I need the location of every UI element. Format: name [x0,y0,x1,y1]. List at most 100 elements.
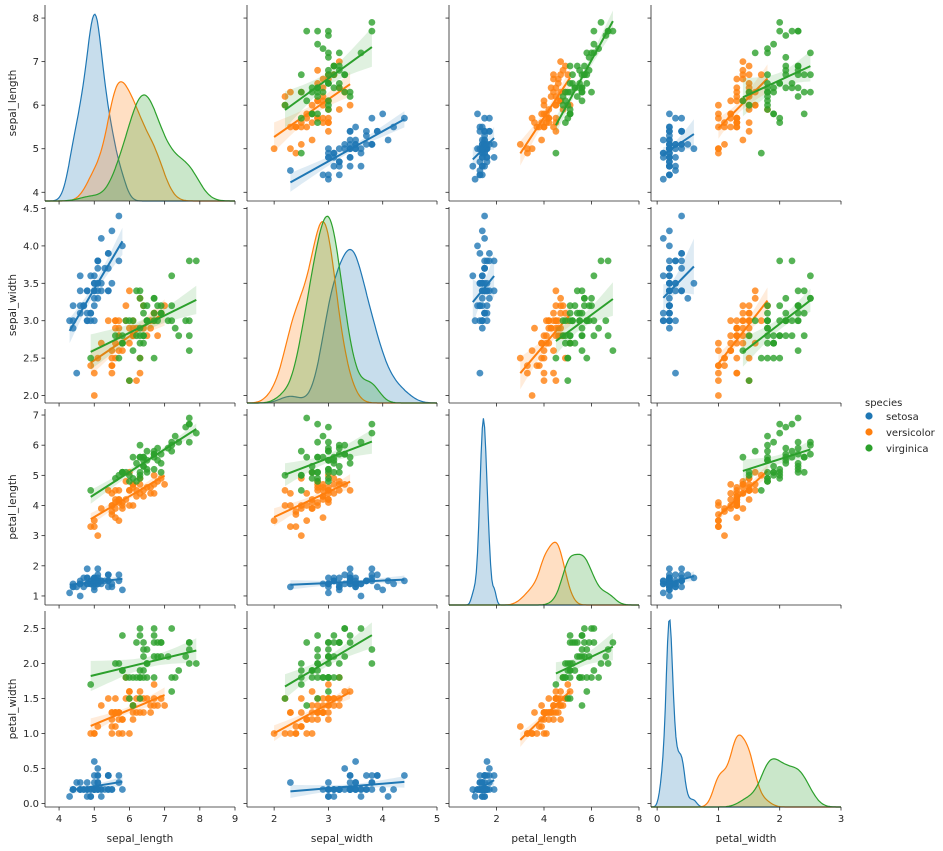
point-virginica [143,465,151,473]
point-versicolor [108,730,116,737]
point-virginica [609,639,617,646]
y-tick-label: 7 [33,57,39,68]
point-virginica [581,302,588,310]
point-virginica [330,62,338,70]
point-virginica [590,27,598,35]
point-versicolor [540,347,548,354]
point-virginica [569,80,576,87]
point-virginica [330,639,338,646]
panel-sepal_width-vs-sepal_length: 2.0 2.5 3.0 3.5 4.0 4.5 sepal_width [7,204,236,407]
point-setosa [94,565,102,573]
point-setosa [346,565,354,573]
point-versicolor [721,141,728,148]
point-versicolor [335,478,343,485]
point-virginica [330,459,338,467]
point-versicolor [292,523,300,530]
point-setosa [76,302,84,310]
point-virginica [297,71,305,79]
point-virginica [578,632,586,639]
point-virginica [597,660,605,667]
point-setosa [108,279,116,287]
point-virginica [764,106,771,113]
point-virginica [157,309,165,317]
kde-fill-setosa [449,418,639,605]
point-virginica [764,468,771,476]
point-virginica [794,459,802,467]
point-virginica [335,444,343,452]
point-setosa [483,302,491,310]
y-tick-label: 4.0 [23,241,39,252]
point-virginica [800,468,808,476]
point-virginica [800,110,808,118]
point-setosa [83,287,91,295]
point-virginica [140,653,147,660]
point-setosa [666,227,673,235]
point-virginica [782,423,790,431]
point-virginica [303,414,311,422]
point-versicolor [314,66,321,74]
point-virginica [585,302,593,310]
point-versicolor [733,514,741,521]
regression-line-virginica [555,298,614,342]
point-virginica [807,71,814,79]
point-versicolor [552,302,560,310]
point-setosa [666,162,673,170]
point-setosa [678,257,685,265]
point-versicolor [745,496,753,503]
point-versicolor [94,532,102,539]
point-versicolor [119,347,126,354]
point-virginica [357,625,365,632]
point-versicolor [297,141,305,148]
point-versicolor [87,362,95,369]
point-setosa [672,167,679,174]
panel-sepal_length-vs-sepal_length: 4 5 6 7 8 sepal_length [7,5,236,205]
point-virginica [581,294,588,302]
point-versicolor [745,62,753,70]
point-setosa [666,272,673,280]
x-axis-label-sepal_width: sepal_width [311,833,373,845]
point-setosa [384,136,392,144]
point-versicolor [108,354,116,362]
point-setosa [672,287,679,295]
point-versicolor [314,716,321,723]
point-virginica [597,257,605,265]
point-versicolor [557,716,564,723]
point-virginica [140,639,147,646]
point-versicolor [292,149,300,157]
point-virginica [133,639,140,646]
point-versicolor [757,71,765,79]
point-setosa [666,110,673,118]
point-virginica [770,88,777,96]
point-setosa [678,114,685,122]
point-virginica [807,49,814,57]
point-versicolor [308,702,316,709]
point-versicolor [325,484,332,491]
point-setosa [486,114,493,122]
panel-sepal_length-vs-petal_length [445,5,640,205]
point-virginica [581,639,588,646]
point-virginica [588,88,595,96]
point-setosa [659,175,667,183]
point-virginica [303,702,311,709]
point-setosa [76,592,84,600]
point-virginica [573,93,581,100]
point-virginica [87,487,95,494]
point-versicolor [154,702,162,709]
point-virginica [129,702,137,709]
point-versicolor [308,119,316,126]
point-virginica [185,420,193,428]
point-virginica [776,19,784,26]
point-setosa [666,123,673,131]
point-versicolor [308,136,316,144]
point-setosa [66,793,73,800]
point-virginica [136,332,144,340]
panel-petal_width-vs-sepal_width: 2 3 4 5 sepal_width [243,611,440,845]
point-versicolor [325,681,332,688]
point-virginica [133,459,140,467]
point-virginica [140,302,147,310]
point-virginica [119,339,126,347]
point-setosa [373,583,381,591]
x-tick-label: 0 [654,814,660,825]
point-versicolor [751,101,759,109]
point-virginica [776,302,784,310]
